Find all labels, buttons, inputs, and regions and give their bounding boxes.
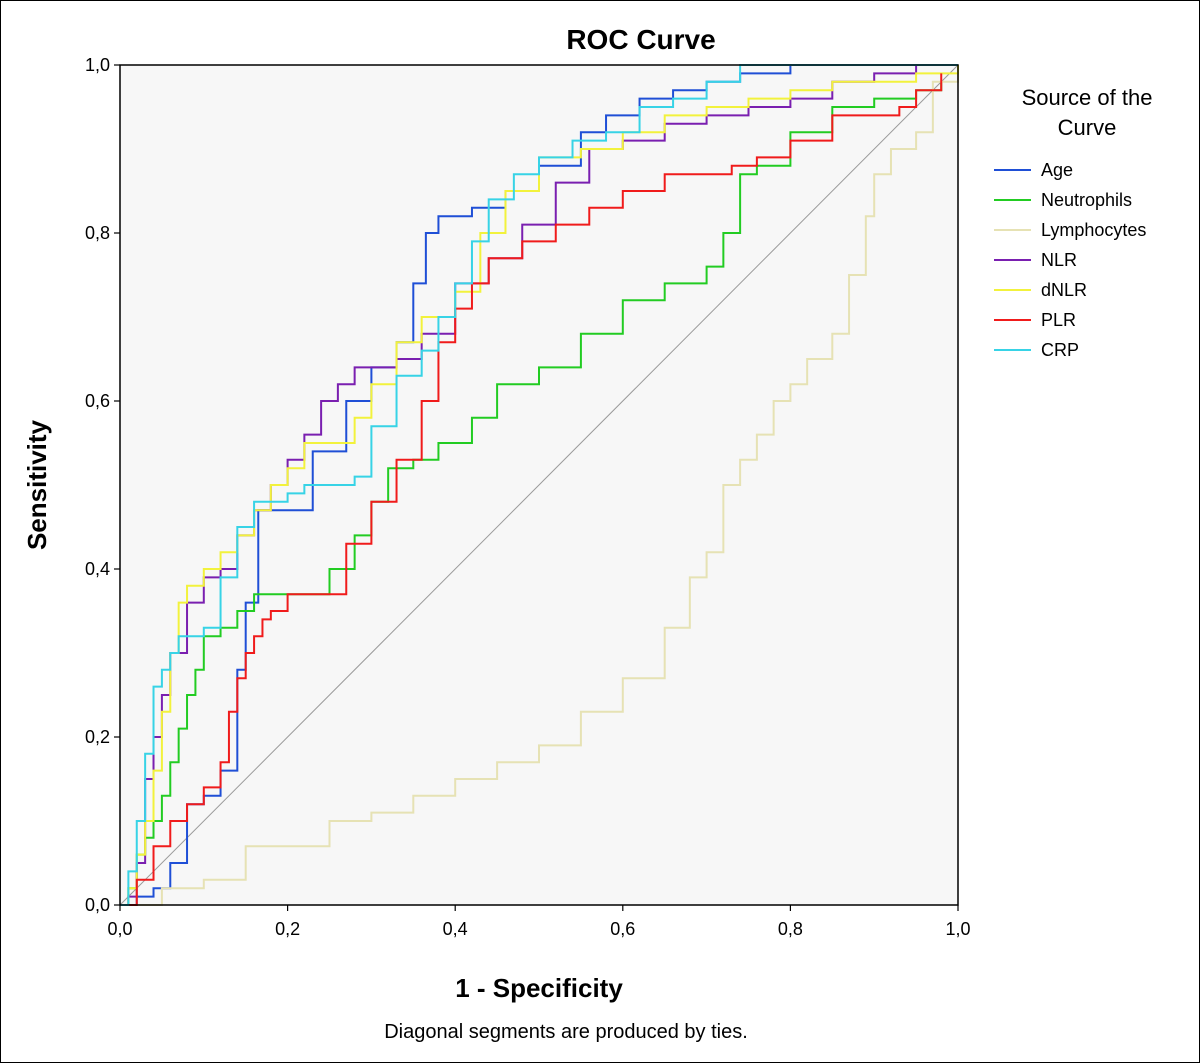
chart-title: ROC Curve — [566, 24, 715, 55]
footnote: Diagonal segments are produced by ties. — [384, 1021, 748, 1043]
x-tick-label-3: 0,6 — [610, 919, 635, 939]
x-tick-label-1: 0,2 — [275, 919, 300, 939]
legend-label-dnlr: dNLR — [1041, 280, 1087, 300]
x-tick-label-0: 0,0 — [107, 919, 132, 939]
legend-title-line-1: Source of the — [1022, 85, 1153, 110]
y-tick-label-1: 0,2 — [85, 727, 110, 747]
y-tick-label-2: 0,4 — [85, 559, 110, 579]
y-tick-label-5: 1,0 — [85, 55, 110, 75]
plot-border — [119, 64, 959, 906]
x-axis-title: 1 - Specificity — [455, 973, 623, 1003]
legend-label-neutrophils: Neutrophils — [1041, 190, 1132, 210]
axes-layer: 0,0 0,2 0,4 0,6 0,8 1,0 0,0 0,2 0,4 0,6 0,8 1,0 — [85, 55, 971, 939]
series-line-plr — [120, 73, 943, 906]
y-tick-label-4: 0,8 — [85, 223, 110, 243]
y-tick-label-3: 0,6 — [85, 391, 110, 411]
x-tick-label-2: 0,4 — [443, 919, 468, 939]
series-line-reference-diagonal — [119, 64, 959, 906]
legend-label-crp: CRP — [1041, 340, 1079, 360]
legend-label-plr: PLR — [1041, 310, 1076, 330]
legend-label-age: Age — [1041, 160, 1073, 180]
series-layer — [119, 64, 959, 906]
legend-label-nlr: NLR — [1041, 250, 1077, 270]
series-line-dnlr — [120, 65, 959, 906]
x-tick-label-4: 0,8 — [778, 919, 803, 939]
legend: Source of the Curve Age Neutrophils Lympho… — [994, 85, 1152, 360]
y-tick-label-0: 0,0 — [85, 895, 110, 915]
legend-label-lymphocytes: Lymphocytes — [1041, 220, 1146, 240]
y-axis-title: Sensitivity — [22, 419, 52, 550]
legend-items: Age Neutrophils Lymphocytes NLR dNLR PLR CRP — [994, 160, 1146, 360]
legend-title-line-2: Curve — [1058, 115, 1117, 140]
series-line-lymphocytes — [120, 65, 959, 906]
x-tick-label-5: 1,0 — [945, 919, 970, 939]
series-line-crp — [120, 64, 958, 906]
